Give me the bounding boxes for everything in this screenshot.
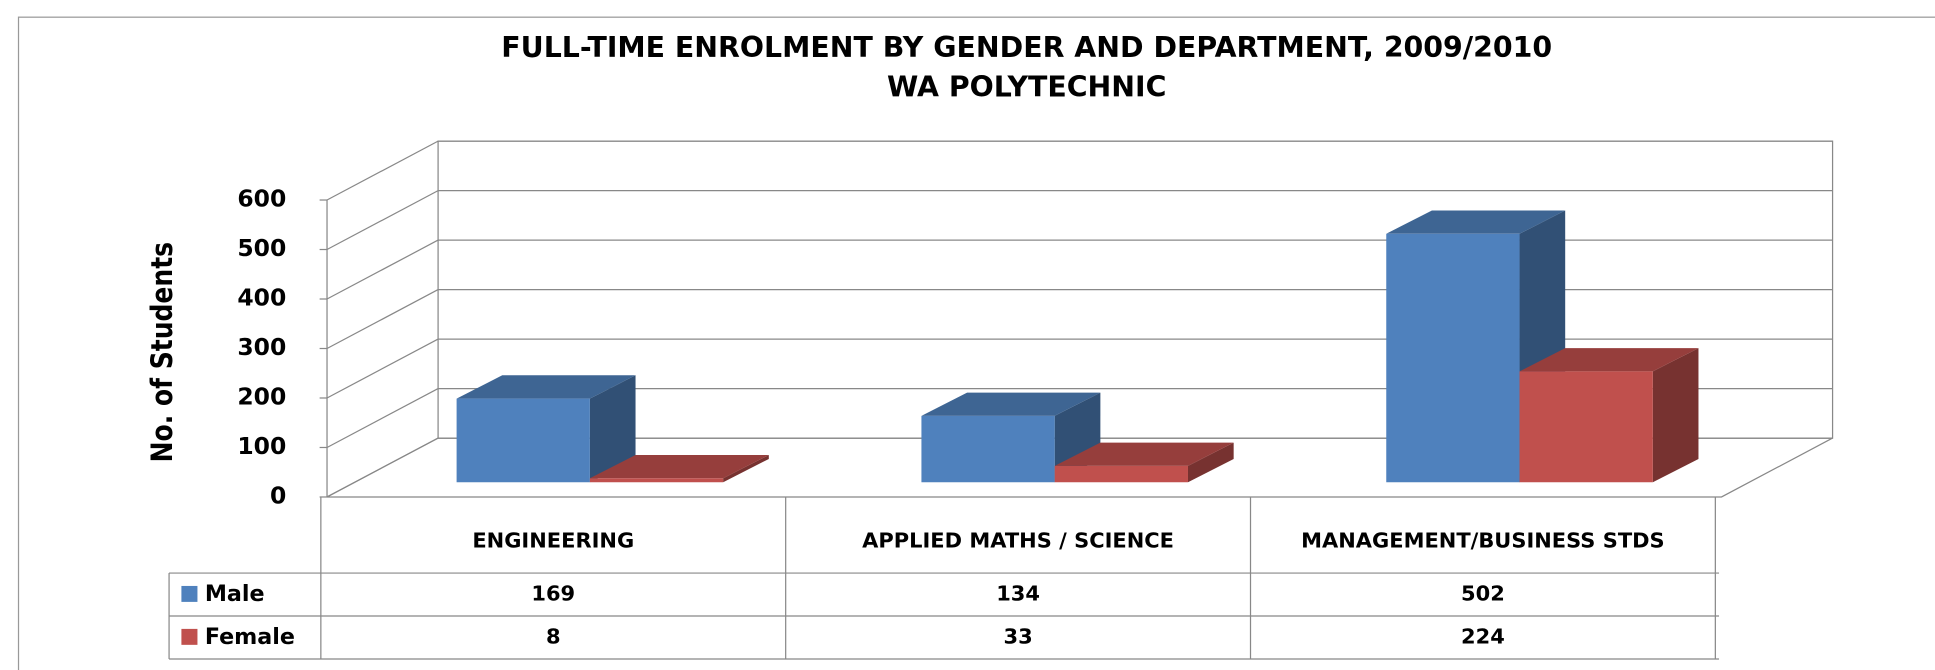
x-tick-label-box: ENGINEERING	[472, 528, 635, 553]
table-value: 224	[1461, 625, 1505, 649]
bar-top	[456, 375, 636, 399]
bar	[456, 398, 590, 483]
y-tick-label: 400	[237, 284, 286, 312]
chart-title: WA POLYTECHNIC	[887, 70, 1166, 103]
bar-top	[1054, 442, 1234, 466]
bar-side	[723, 454, 769, 483]
y-tick-label: 600	[237, 185, 286, 213]
bar-top	[1386, 210, 1566, 234]
grid-line	[326, 239, 439, 300]
bar-side	[589, 375, 636, 483]
bar-top	[589, 454, 769, 479]
table-value: 33	[1004, 625, 1033, 649]
y-tick-label: 200	[237, 383, 286, 411]
chart-frame	[17, 16, 1935, 670]
y-axis-label: No. of Students	[146, 242, 179, 462]
bar	[1386, 233, 1520, 483]
bar	[1519, 371, 1653, 483]
bar	[1054, 465, 1188, 483]
table-value: 134	[996, 582, 1040, 606]
grid-line	[326, 388, 439, 449]
table-value: 502	[1461, 582, 1505, 606]
table-value: 8	[546, 625, 561, 649]
chart-title: FULL-TIME ENROLMENT BY GENDER AND DEPART…	[501, 31, 1552, 64]
x-tick-label: MANAGEMENT/BUSINESS STDS	[1301, 528, 1665, 553]
table-value: 169	[531, 582, 575, 606]
y-tick-label: 300	[237, 333, 286, 361]
y-tick-label: 0	[270, 482, 286, 510]
bar-top	[1519, 348, 1699, 372]
bar	[589, 478, 724, 483]
x-tick-label: ENGINEERING	[472, 528, 635, 553]
x-tick-label-box: MANAGEMENT/BUSINESS STDS	[1301, 528, 1665, 553]
grid-line	[326, 190, 439, 251]
grid-line	[326, 289, 439, 350]
bar	[921, 415, 1055, 483]
bar-top	[921, 392, 1101, 416]
x-tick-label: APPLIED MATHS / SCIENCE	[862, 528, 1175, 553]
bar-side	[1652, 348, 1699, 483]
bar-side	[1187, 442, 1234, 483]
grid-line	[326, 338, 439, 399]
x-tick-label-box: APPLIED MATHS / SCIENCE	[862, 528, 1175, 553]
y-tick-label: 100	[237, 432, 286, 460]
grid-line	[326, 140, 439, 201]
grid-line	[326, 437, 439, 498]
legend-swatch	[181, 585, 198, 602]
legend-label: Female	[205, 624, 295, 650]
y-tick-label: 500	[237, 234, 286, 262]
legend-swatch	[181, 628, 198, 645]
legend-label: Male	[205, 581, 265, 607]
